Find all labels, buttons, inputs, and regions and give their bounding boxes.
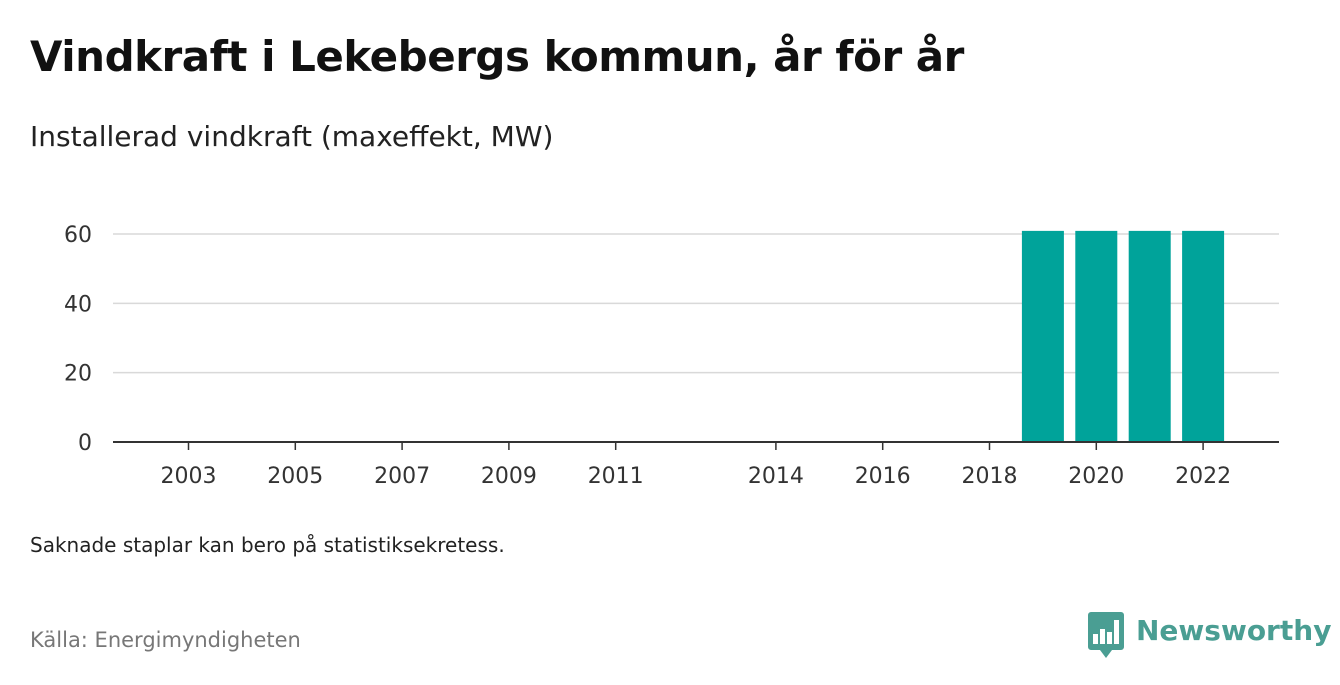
missing-bars-note: Saknade staplar kan bero på statistiksek… — [30, 533, 505, 557]
source-label: Källa: Energimyndigheten — [30, 628, 301, 652]
y-tick-label: 0 — [78, 431, 92, 456]
x-tick-label: 2007 — [374, 464, 430, 489]
x-tick-label: 2014 — [748, 464, 804, 489]
x-tick-label: 2005 — [267, 464, 323, 489]
x-tick-label: 2009 — [481, 464, 537, 489]
bar-chart: 0 20 40 60 2003 2005 2007 2009 2011 2014 2016 2018 2… — [64, 223, 1279, 489]
newsworthy-logo-icon — [1088, 612, 1124, 658]
bar-2021 — [1128, 230, 1171, 442]
chart-title: Vindkraft i Lekebergs kommun, år för år — [30, 32, 964, 81]
bars — [1021, 230, 1225, 442]
axes: 0 20 40 60 2003 2005 2007 2009 2011 2014 2016 2018 2… — [64, 223, 1279, 489]
chart-subtitle: Installerad vindkraft (maxeffekt, MW) — [30, 120, 554, 153]
bar-2022 — [1182, 230, 1225, 442]
x-tick-label: 2016 — [855, 464, 911, 489]
x-tick-label: 2020 — [1068, 464, 1124, 489]
bar-2020 — [1075, 230, 1118, 442]
bar-2019 — [1021, 230, 1064, 442]
x-tick-label: 2018 — [962, 464, 1018, 489]
x-tick-label: 2011 — [588, 464, 644, 489]
newsworthy-brand-name: Newsworthy — [1136, 614, 1332, 647]
x-tick-label: 2003 — [161, 464, 217, 489]
x-tick-label: 2022 — [1175, 464, 1231, 489]
y-tick-label: 40 — [64, 292, 92, 317]
newsworthy-logo: Newsworthy — [1088, 612, 1331, 658]
y-tick-label: 60 — [64, 223, 92, 248]
y-tick-label: 20 — [64, 362, 92, 387]
